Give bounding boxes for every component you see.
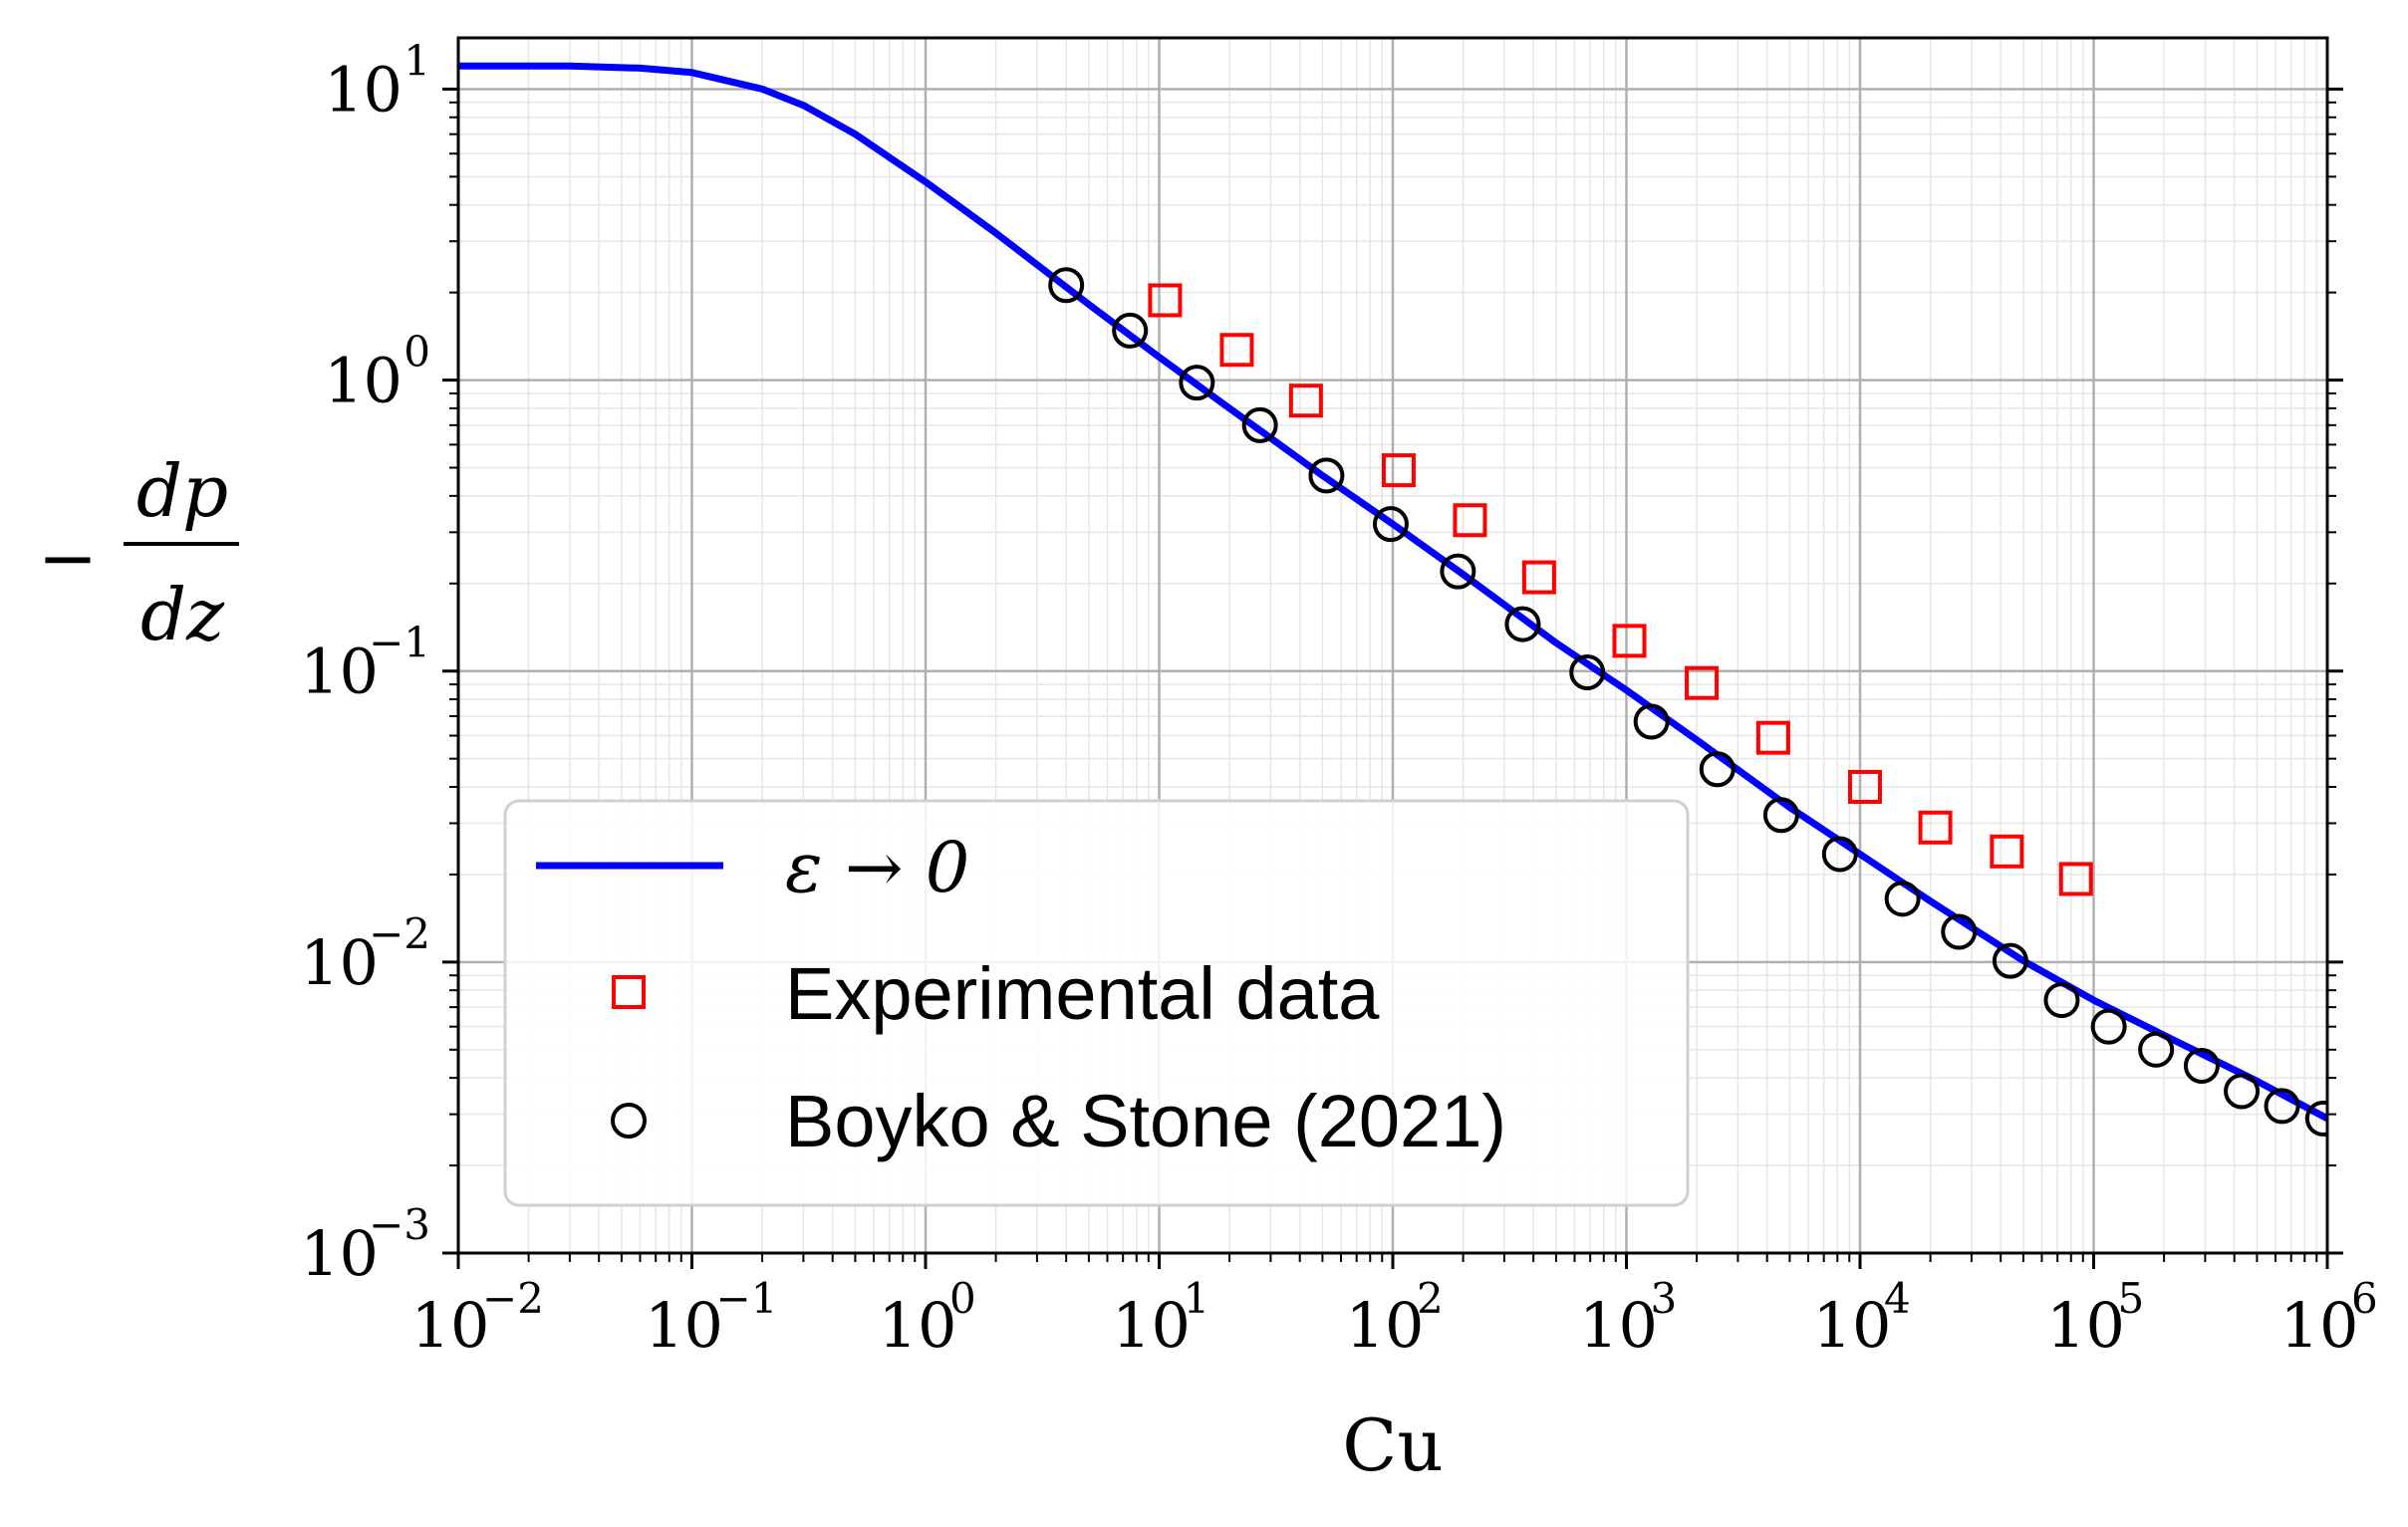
boyko-stone-point (1308, 457, 1345, 494)
boyko-stone-point (1241, 406, 1278, 443)
experimental-point (1755, 720, 1790, 755)
x-tick-label: 10−2 (411, 1274, 544, 1362)
legend-circle-marker (611, 1103, 647, 1139)
boyko-stone-point (1821, 836, 1858, 873)
x-tick-label-base: 10 (411, 1289, 490, 1362)
y-tick-label-base: 10 (300, 926, 379, 999)
boyko-stone-point (1762, 797, 1799, 834)
boyko-stone-point (2304, 1100, 2327, 1137)
x-tick-label-base: 10 (1579, 1289, 1658, 1362)
x-tick-label-exponent: 4 (1884, 1274, 1911, 1323)
experimental-point (1219, 333, 1254, 368)
x-tick-label: 103 (1579, 1274, 1677, 1362)
experimental-point (1453, 503, 1487, 538)
x-tick-label: 100 (879, 1274, 976, 1362)
x-tick-label-base: 10 (1112, 1289, 1191, 1362)
x-tick-label: 106 (2280, 1274, 2378, 1362)
experimental-point (1148, 283, 1183, 318)
boyko-stone-point (1440, 553, 1476, 590)
x-tick-label: 105 (2046, 1274, 2144, 1362)
experimental-point (1381, 453, 1416, 488)
boyko-stone-point (1633, 703, 1670, 740)
boyko-stone-point (1179, 365, 1215, 401)
x-tick-label-base: 10 (879, 1289, 957, 1362)
y-tick-label: −210 (300, 909, 430, 999)
series-line-eps-to-zero (458, 62, 2327, 1123)
x-tick-label: 10−1 (645, 1274, 777, 1362)
legend-box (503, 799, 1690, 1207)
experimental-point (1288, 383, 1323, 418)
experimental-point (1612, 624, 1647, 658)
boyko-stone-point (2043, 982, 2080, 1019)
legend-exp-label: Experimental data (785, 952, 1380, 1035)
boyko-stone-point (1504, 606, 1541, 642)
plot-content (458, 62, 2327, 1137)
x-tick-label-exponent: 1 (1184, 1274, 1210, 1323)
x-tick-labels: 10−2 10−1 100 101 102 103 104 105 106 (411, 1274, 2378, 1362)
y-tick-label-base: 10 (300, 1217, 379, 1290)
y-tick-label: −110 (300, 619, 430, 708)
y-tick-label-exponent: −3 (369, 1200, 430, 1249)
boyko-stone-point (1372, 506, 1409, 543)
boyko-stone-point (1048, 267, 1085, 304)
boyko-stone-point (1699, 751, 1736, 788)
boyko-stone-point (2138, 1031, 2175, 1068)
axis-ticks (442, 87, 2343, 1269)
y-axis-label-numerator: dp (136, 449, 228, 533)
y-tick-label-base: 10 (300, 636, 379, 708)
legend-model-label: Boyko & Stone (2021) (785, 1080, 1506, 1162)
x-tick-label-base: 10 (1346, 1289, 1425, 1362)
experimental-point (1685, 665, 1720, 700)
experimental-point (2058, 862, 2093, 896)
x-tick-label: 102 (1346, 1274, 1444, 1362)
x-tick-label-exponent: 3 (1651, 1274, 1678, 1323)
x-axis-label: Cu (1342, 1403, 1443, 1487)
x-tick-label-exponent: 6 (2351, 1274, 2378, 1323)
y-tick-label: −310 (300, 1200, 430, 1290)
y-axis-label: − dp dz (38, 449, 239, 656)
experimental-point (1918, 810, 1953, 845)
experimental-point (1990, 834, 2024, 869)
x-tick-label-exponent: 5 (2118, 1274, 2145, 1323)
x-tick-label: 101 (1112, 1274, 1209, 1362)
x-tick-label-base: 10 (1813, 1289, 1892, 1362)
boyko-stone-point (1112, 312, 1149, 349)
boyko-stone-point (2224, 1073, 2261, 1110)
y-tick-label-exponent: −1 (369, 619, 430, 667)
experimental-markers (1148, 283, 2093, 896)
y-tick-label-base: 10 (324, 345, 402, 417)
boyko-stone-markers (1048, 267, 2327, 1137)
y-tick-label-base: 10 (324, 53, 402, 126)
experimental-point (1521, 560, 1556, 595)
boyko-stone-point (1941, 913, 1978, 950)
boyko-stone-point (1569, 653, 1606, 690)
x-tick-label-base: 10 (645, 1289, 723, 1362)
y-axis-label-denominator: dz (140, 573, 225, 656)
x-tick-label-base: 10 (2046, 1289, 2125, 1362)
x-tick-label-exponent: 2 (1417, 1274, 1444, 1323)
y-tick-label: 010 (324, 328, 430, 417)
legend-line-label: ε → 0 (785, 827, 969, 908)
x-tick-label: 104 (1813, 1274, 1911, 1362)
legend-square-marker (612, 975, 646, 1009)
x-tick-label-exponent: 0 (949, 1274, 976, 1323)
y-tick-label-exponent: 1 (403, 36, 430, 85)
x-tick-label-base: 10 (2280, 1289, 2359, 1362)
legend: ε → 0 Experimental data Boyko & Stone (2… (503, 799, 1690, 1207)
boyko-stone-point (2090, 1008, 2127, 1045)
y-axis-label-prefix: − (38, 516, 98, 600)
boyko-stone-point (2183, 1048, 2220, 1085)
x-tick-label-exponent: −2 (482, 1274, 544, 1323)
boyko-stone-point (2264, 1088, 2300, 1125)
y-tick-label-exponent: 0 (403, 328, 430, 377)
boyko-stone-point (1884, 881, 1921, 917)
boyko-stone-point (1992, 942, 2028, 979)
y-tick-label-exponent: −2 (369, 909, 430, 958)
experimental-point (1847, 769, 1882, 804)
x-tick-label-exponent: −1 (716, 1274, 778, 1323)
y-tick-label: 110 (324, 36, 430, 126)
